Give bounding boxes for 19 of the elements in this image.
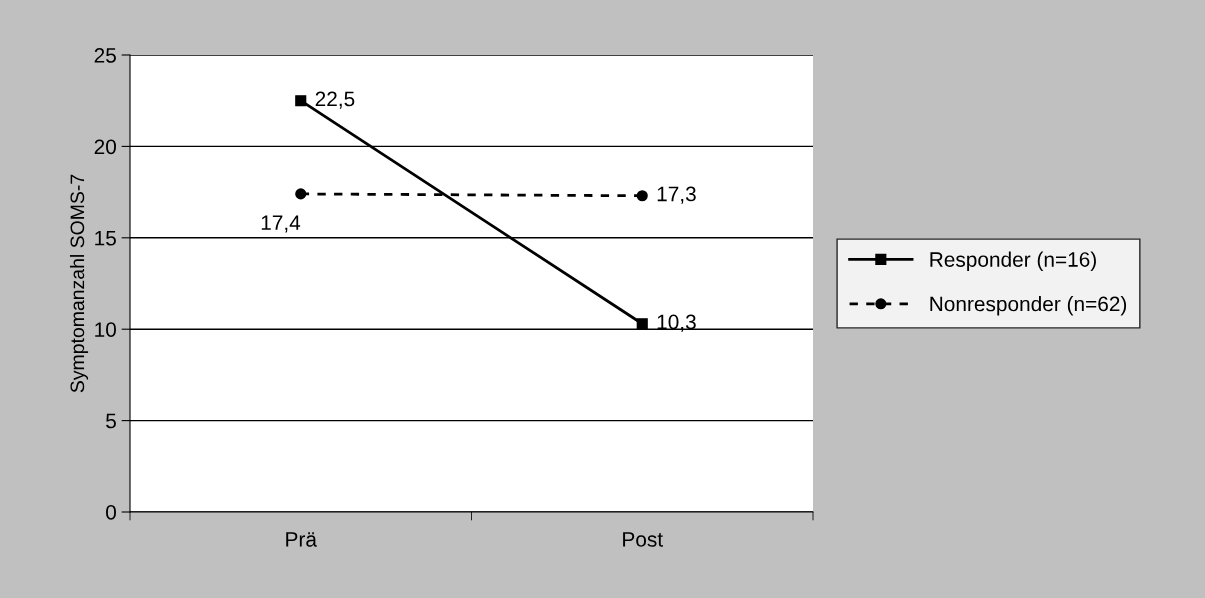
x-tick-label: Prä xyxy=(286,532,317,547)
data-label: 10,3 xyxy=(657,314,696,332)
point xyxy=(295,188,307,200)
point xyxy=(636,318,648,330)
legend-label: Nonresponder (n=62) xyxy=(930,296,1127,316)
y-tick-label: 10 xyxy=(95,322,116,337)
y-tick-label: 15 xyxy=(95,231,116,246)
y-tick-label: 0 xyxy=(106,505,116,520)
y-tick-label: 25 xyxy=(94,48,116,63)
y-tick-label: 5 xyxy=(106,413,116,429)
legend-label: Responder (n=16) xyxy=(930,251,1096,271)
data-label: 17,3 xyxy=(657,186,696,204)
point xyxy=(295,95,307,107)
y-tick-label: 20 xyxy=(94,139,116,155)
x-tick-label: Post xyxy=(623,532,663,547)
data-label: 17,4 xyxy=(261,215,301,233)
y-axis-title: Symptomanzahl SOMS-7 xyxy=(69,174,89,393)
data-label: 22,5 xyxy=(315,91,355,109)
point xyxy=(636,190,648,202)
